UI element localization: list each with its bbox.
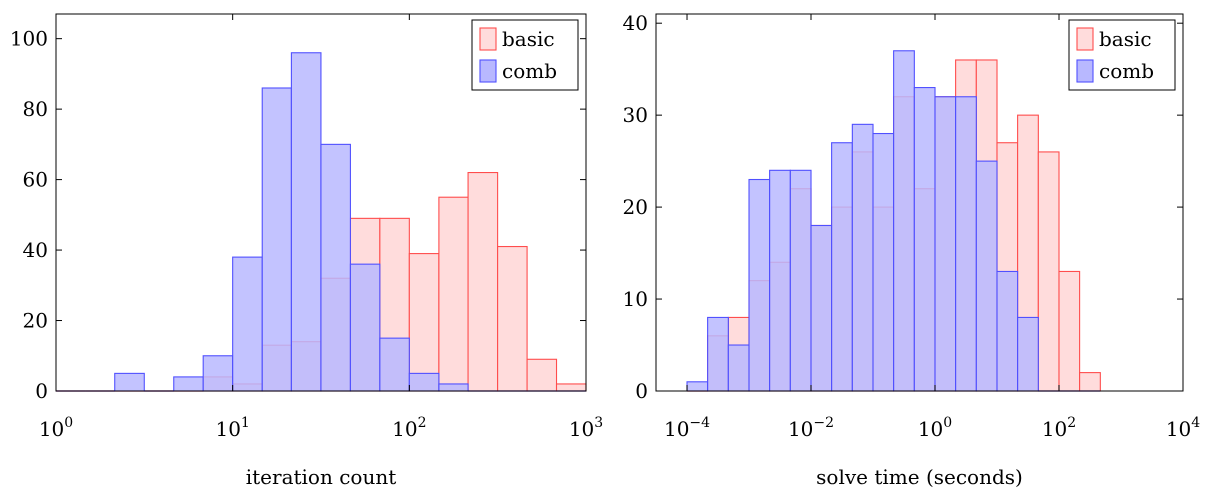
right-y-tick-label-0: 0 <box>635 379 648 403</box>
right-y-tick-label-3: 30 <box>623 103 648 127</box>
basic-bar-12 <box>408 253 440 392</box>
left-plot-frame <box>55 13 587 392</box>
left-x-tick-label-3: 103 <box>569 415 603 441</box>
comb-bar-11 <box>379 337 410 392</box>
comb-bar-14 <box>975 160 998 392</box>
right-legend-swatch-basic <box>1076 27 1094 51</box>
comb-bar-5 <box>202 355 234 392</box>
basic-bar-18 <box>1058 270 1081 392</box>
left-x-axis-label: iteration count <box>246 465 397 489</box>
left-x-tick-label-1: 101 <box>215 415 249 441</box>
comb-bar-2 <box>114 372 145 392</box>
right-legend-label-comb: comb <box>1099 59 1154 83</box>
right-plot-frame <box>655 13 1184 392</box>
right-x-tick-label-0: 10−4 <box>664 415 710 441</box>
comb-bar-1 <box>707 316 729 392</box>
left-legend-label-comb: comb <box>502 59 557 83</box>
comb-bar-10 <box>349 263 381 392</box>
comb-bar-7 <box>831 142 853 392</box>
comb-bar-9 <box>320 143 351 392</box>
comb-bar-12 <box>408 372 440 392</box>
right-x-tick-label-3: 102 <box>1042 415 1076 441</box>
comb-bar-10 <box>893 50 915 392</box>
comb-bar-7 <box>261 87 292 392</box>
basic-bar-17 <box>1037 151 1060 392</box>
comb-bar-0 <box>686 381 709 392</box>
comb-bar-11 <box>913 87 936 392</box>
comb-bar-2 <box>727 344 750 392</box>
series-comb <box>686 50 1101 392</box>
left-legend-swatch-comb <box>479 59 497 83</box>
right-y-tick-label-4: 40 <box>623 11 648 35</box>
left-y-tick-label-3: 60 <box>23 168 48 192</box>
left-legend: basic comb <box>471 19 579 91</box>
chart-iteration-count: 100 101 102 103 0 20 40 60 80 100 iteration count b… <box>10 13 603 489</box>
left-y-tick-label-0: 0 <box>35 379 48 403</box>
series-comb <box>56 52 586 392</box>
right-legend: basic comb <box>1068 19 1176 91</box>
basic-bar-19 <box>1079 372 1101 392</box>
right-legend-swatch-comb <box>1076 59 1094 83</box>
chart-solve-time: 10−4 10−2 100 102 104 0 10 20 30 40 solve time (se… <box>623 11 1201 489</box>
right-legend-label-basic: basic <box>1099 27 1152 51</box>
right-x-tick-label-4: 104 <box>1166 415 1200 441</box>
basic-bar-17 <box>555 383 587 392</box>
left-y-tick-label-5: 100 <box>10 27 48 51</box>
basic-bar-14 <box>467 172 499 392</box>
comb-bar-6 <box>810 224 833 392</box>
left-y-tick-label-2: 40 <box>23 238 48 262</box>
right-x-tick-label-2: 100 <box>918 415 952 441</box>
comb-bar-12 <box>934 96 957 392</box>
basic-bar-13 <box>438 196 469 392</box>
comb-bar-15 <box>996 270 1019 392</box>
left-x-tick-label-0: 100 <box>39 415 73 441</box>
comb-bar-8 <box>290 52 322 392</box>
right-y-tick-label-2: 20 <box>623 195 648 219</box>
right-x-axis-label: solve time (seconds) <box>816 465 1023 489</box>
comb-bar-13 <box>955 96 977 392</box>
comb-bar-13 <box>438 383 469 392</box>
comb-bar-3 <box>748 178 771 392</box>
basic-bar-16 <box>526 358 558 392</box>
left-y-tick-label-4: 80 <box>23 97 48 121</box>
comb-bar-4 <box>769 169 791 392</box>
basic-bar-15 <box>497 245 528 392</box>
comb-bar-5 <box>789 169 812 392</box>
left-legend-swatch-basic <box>479 27 497 51</box>
comb-bar-16 <box>1017 316 1039 392</box>
left-x-tick-label-2: 102 <box>392 415 426 441</box>
comb-bar-9 <box>872 132 895 392</box>
left-y-tick-label-1: 20 <box>23 309 48 333</box>
comb-bar-6 <box>232 256 263 392</box>
left-legend-label-basic: basic <box>502 27 555 51</box>
comb-bar-4 <box>173 376 204 392</box>
right-y-tick-label-1: 10 <box>623 287 648 311</box>
comb-bar-8 <box>851 123 874 392</box>
right-x-tick-label-1: 10−2 <box>788 415 834 441</box>
